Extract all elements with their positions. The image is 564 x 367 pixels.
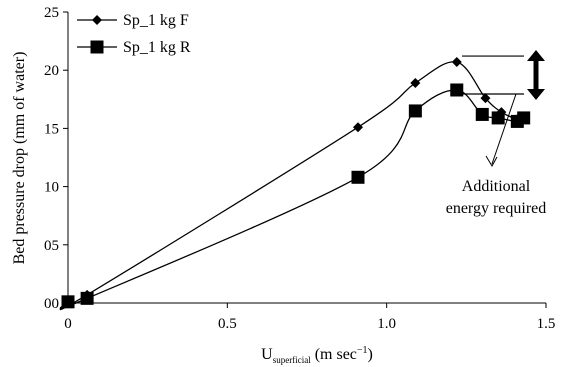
- legend-marker: [92, 15, 102, 25]
- series-line: [59, 61, 524, 311]
- data-point: [475, 107, 489, 121]
- data-point: [451, 57, 462, 68]
- double-arrow-head-down: [527, 88, 545, 100]
- y-tick-label: 10: [44, 180, 59, 196]
- y-tick-label: 05: [44, 238, 59, 254]
- annotation-pointer-head: [485, 155, 498, 167]
- x-tick-label: 0: [64, 316, 72, 332]
- data-point: [351, 170, 365, 184]
- series-layer: [59, 57, 531, 311]
- data-point: [408, 104, 422, 118]
- x-axis-title: Usuperficial (m sec−1): [261, 345, 373, 365]
- x-axis-title-subscript: superficial: [273, 355, 311, 365]
- legend-label: Sp_1 kg F: [123, 12, 189, 29]
- annotation-text-line: energy required: [446, 200, 547, 217]
- data-point: [517, 111, 531, 125]
- annotation-pointer: [491, 93, 517, 165]
- y-tick-label: 00: [44, 296, 59, 312]
- y-tick-label: 20: [44, 63, 59, 79]
- x-axis-title-unit-prefix: (m sec: [311, 346, 357, 363]
- data-point: [80, 291, 94, 305]
- data-point: [450, 83, 464, 97]
- data-point: [410, 78, 421, 89]
- double-arrow-head-up: [527, 50, 545, 62]
- annotation-text-line: Additional: [462, 178, 531, 195]
- data-point: [480, 93, 491, 104]
- annotation-layer: Additional energy required: [446, 50, 547, 217]
- legend: Sp_1 kg F Sp_1 kg R: [77, 12, 191, 56]
- data-point: [61, 295, 75, 309]
- x-tick-label: 0.5: [218, 316, 237, 332]
- x-tick-label: 1.5: [537, 316, 556, 332]
- series-2: [59, 83, 531, 310]
- y-tick-label: 15: [44, 121, 59, 137]
- y-tick-label: 25: [44, 5, 59, 21]
- x-axis-title-unit-suffix: ): [368, 346, 373, 363]
- axes: 00 05 10 15 20 25 0 0.5 1.0 1.5: [44, 5, 555, 332]
- data-point: [491, 111, 505, 125]
- x-axis-title-main: U: [261, 346, 273, 363]
- double-arrow-shaft: [533, 59, 539, 91]
- legend-label: Sp_1 kg R: [123, 39, 191, 56]
- legend-marker: [90, 40, 104, 54]
- x-tick-label: 1.0: [377, 316, 396, 332]
- series-line: [59, 89, 525, 310]
- data-point: [352, 122, 363, 133]
- x-axis-title-unit-sup: −1: [357, 345, 368, 356]
- y-axis-title: Bed pressure drop (mm of water): [11, 52, 28, 265]
